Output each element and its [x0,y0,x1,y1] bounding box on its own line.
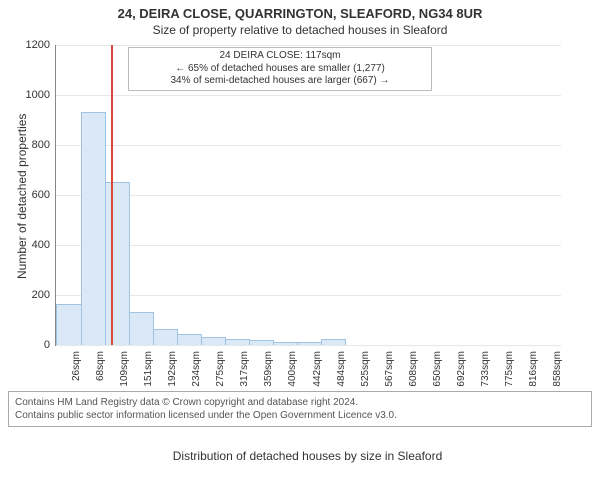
x-tick-label: 816sqm [528,351,539,387]
histogram-bar [321,339,346,345]
histogram-bar [105,182,130,346]
x-tick-label: 68sqm [95,351,106,381]
gridline [56,295,561,296]
x-axis-title: Distribution of detached houses by size … [55,449,560,463]
annotation-line: 24 DEIRA CLOSE: 117sqm [135,50,425,63]
x-tick-label: 26sqm [71,351,82,381]
y-tick-label: 0 [18,339,50,351]
histogram-bar [249,340,274,345]
chart-title: 24, DEIRA CLOSE, QUARRINGTON, SLEAFORD, … [0,6,600,21]
histogram-bar [273,342,298,346]
x-tick-label: 733sqm [480,351,491,387]
x-tick-label: 775sqm [504,351,515,387]
annotation-box: 24 DEIRA CLOSE: 117sqm← 65% of detached … [128,47,432,91]
histogram-bar [297,342,322,345]
footer-line: Contains HM Land Registry data © Crown c… [15,396,585,409]
x-tick-label: 275sqm [215,351,226,387]
x-tick-label: 858sqm [552,351,563,387]
chart-subtitle: Size of property relative to detached ho… [0,23,600,37]
gridline [56,95,561,96]
annotation-line: 34% of semi-detached houses are larger (… [135,75,425,88]
x-tick-label: 234sqm [191,351,202,387]
gridline [56,195,561,196]
x-tick-label: 192sqm [167,351,178,387]
histogram-bar [129,312,154,346]
x-tick-label: 400sqm [287,351,298,387]
x-tick-label: 317sqm [239,351,250,387]
gridline [56,145,561,146]
x-tick-label: 525sqm [360,351,371,387]
gridline [56,45,561,46]
y-tick-label: 400 [18,239,50,251]
data-source-footer: Contains HM Land Registry data © Crown c… [8,391,592,427]
histogram-bar [81,112,106,346]
histogram-bar [153,329,178,345]
histogram-bar [56,304,81,345]
y-tick-label: 1000 [18,89,50,101]
histogram-bar [177,334,202,345]
y-tick-label: 600 [18,189,50,201]
chart-area: Number of detached properties 0200400600… [55,45,575,385]
x-tick-label: 692sqm [456,351,467,387]
property-marker-line [111,45,113,345]
x-tick-label: 608sqm [408,351,419,387]
y-tick-label: 800 [18,139,50,151]
annotation-line: ← 65% of detached houses are smaller (1,… [135,63,425,76]
footer-line: Contains public sector information licen… [15,409,585,422]
y-tick-label: 1200 [18,39,50,51]
x-tick-label: 567sqm [384,351,395,387]
x-tick-label: 650sqm [432,351,443,387]
plot-region: 02004006008001000120024 DEIRA CLOSE: 117… [55,45,561,346]
y-tick-label: 200 [18,289,50,301]
x-tick-label: 151sqm [143,351,154,387]
x-tick-label: 109sqm [119,351,130,387]
histogram-bar [201,337,226,346]
x-tick-label: 359sqm [263,351,274,387]
gridline [56,345,561,346]
x-tick-label: 484sqm [336,351,347,387]
gridline [56,245,561,246]
x-tick-label: 442sqm [312,351,323,387]
histogram-bar [225,339,250,345]
